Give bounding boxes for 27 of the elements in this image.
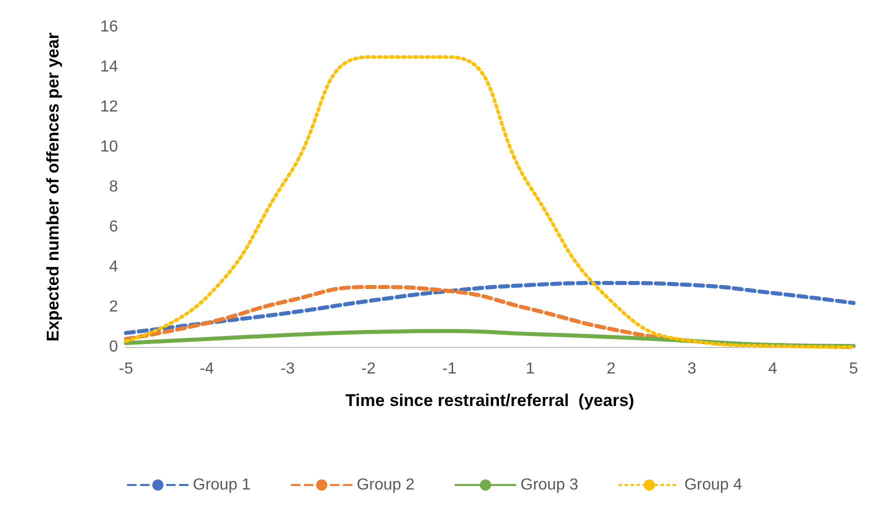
y-tick-label: 14 (100, 58, 118, 76)
x-tick-label: 3 (687, 360, 696, 378)
y-tick-label: 0 (109, 338, 118, 356)
y-tick-label: 12 (100, 98, 118, 116)
x-tick-label: -1 (442, 360, 457, 378)
x-tick-label: 2 (606, 360, 616, 378)
y-tick-label: 2 (109, 298, 118, 316)
legend-label: Group 3 (520, 476, 578, 494)
x-tick-label: 1 (526, 360, 535, 378)
y-tick-label: 4 (109, 258, 118, 276)
y-tick-label: 8 (109, 178, 118, 196)
y-tick-label: 6 (109, 218, 118, 236)
legend-label: Group 4 (684, 476, 742, 494)
y-tick-label: 16 (100, 18, 118, 36)
x-tick-label: 5 (849, 360, 858, 378)
x-tick-label: 4 (768, 360, 778, 378)
x-tick-label: -4 (200, 360, 214, 378)
line-series (124, 55, 856, 349)
y-axis-title: Expected number of offences per year (44, 32, 62, 342)
x-tick-label: -5 (118, 360, 134, 378)
legend-label: Group 2 (356, 476, 415, 494)
x-tick-label: -2 (361, 360, 376, 378)
x-tick-label: -3 (280, 360, 295, 378)
line-series (124, 281, 856, 335)
legend-label: Group 1 (192, 476, 251, 494)
x-axis-title: Time since restraint/referral (years) (345, 391, 634, 410)
y-tick-label: 10 (100, 138, 118, 156)
